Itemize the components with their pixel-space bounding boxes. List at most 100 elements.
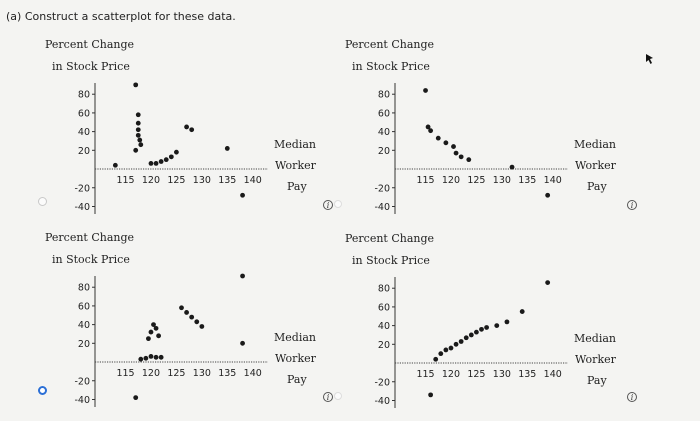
y-axis-label: in Stock Price (52, 253, 130, 266)
data-point (179, 305, 184, 311)
data-point (151, 322, 156, 328)
x-tick-label: 130 (493, 175, 511, 186)
y-tick-label: 80 (78, 283, 90, 294)
data-point (189, 314, 195, 320)
data-point (184, 124, 189, 130)
y-tick-label: 60 (378, 302, 390, 313)
data-point (443, 140, 449, 146)
data-point (135, 127, 141, 133)
x-tick-label: 135 (518, 369, 536, 380)
data-point (158, 159, 164, 164)
data-point (466, 157, 472, 163)
x-tick-label: 115 (416, 175, 434, 186)
info-ring-icon (334, 200, 342, 208)
info-icon[interactable]: i (323, 200, 333, 210)
y-axis-label: in Stock Price (52, 60, 130, 73)
data-point (451, 144, 456, 149)
radio-option-c[interactable] (38, 386, 47, 395)
data-point (240, 340, 245, 346)
y-tick-label: 60 (78, 301, 90, 312)
x-axis-label: Worker (575, 353, 617, 366)
data-point (135, 120, 141, 126)
y-tick-label: 20 (78, 339, 90, 350)
data-point (443, 347, 449, 353)
y-tick-label: 60 (378, 108, 390, 119)
data-point (519, 309, 525, 314)
data-point (433, 356, 439, 362)
x-axis-label: Worker (275, 159, 317, 172)
question-prompt: (a) Construct a scatterplot for these da… (6, 10, 236, 23)
data-point (148, 329, 154, 335)
x-tick-label: 120 (142, 368, 160, 379)
data-point (494, 323, 500, 329)
data-point (224, 146, 230, 151)
x-tick-label: 115 (116, 368, 134, 379)
x-axis-label: Worker (275, 352, 317, 365)
x-tick-label: 140 (544, 175, 562, 186)
data-point (438, 351, 444, 357)
data-point (146, 336, 151, 342)
x-tick-label: 135 (518, 175, 536, 186)
data-point (428, 392, 434, 398)
data-point (153, 325, 159, 331)
y-axis-label: Percent Change (345, 232, 434, 245)
y-tick-label: 20 (378, 340, 390, 351)
y-tick-label: 60 (78, 108, 90, 119)
data-point (423, 88, 428, 93)
x-tick-label: 115 (416, 369, 434, 380)
x-axis-label: Pay (287, 373, 307, 386)
y-tick-label: 80 (78, 90, 90, 101)
y-axis-label: Percent Change (345, 38, 434, 51)
data-point (143, 355, 149, 361)
data-point (463, 335, 469, 341)
data-point (158, 354, 164, 360)
x-tick-label: 135 (218, 368, 236, 379)
data-point (458, 339, 464, 344)
data-point (474, 329, 479, 335)
data-point (240, 192, 245, 198)
y-tick-label: -20 (374, 377, 390, 388)
data-point (504, 319, 510, 325)
y-tick-label: 20 (78, 146, 90, 157)
data-point (545, 192, 551, 198)
data-point (156, 333, 162, 339)
data-point (240, 273, 245, 279)
y-tick-label: 80 (378, 284, 390, 295)
x-tick-label: 130 (193, 368, 211, 379)
data-point (484, 325, 489, 330)
info-icon[interactable]: i (627, 392, 637, 402)
x-tick-label: 125 (467, 369, 485, 380)
info-icon[interactable]: i (627, 200, 637, 210)
data-point (428, 128, 434, 134)
x-tick-label: 125 (167, 368, 185, 379)
data-point (163, 157, 169, 163)
data-point (189, 127, 195, 133)
x-tick-label: 125 (167, 175, 185, 186)
data-point (138, 142, 144, 148)
y-tick-label: 40 (378, 127, 390, 138)
y-tick-label: -20 (74, 376, 90, 387)
data-point (184, 310, 189, 315)
data-point (135, 132, 141, 138)
y-tick-label: 20 (378, 146, 390, 157)
x-axis-label: Worker (575, 159, 617, 172)
x-tick-label: 140 (244, 175, 262, 186)
mouse-cursor-icon (646, 54, 653, 64)
x-tick-label: 140 (544, 369, 562, 380)
info-icon[interactable]: i (323, 392, 333, 402)
y-tick-label: -20 (374, 183, 390, 194)
y-tick-label: 40 (78, 320, 90, 331)
data-point (458, 154, 464, 160)
radio-option-a[interactable] (38, 197, 47, 206)
data-point (479, 326, 484, 332)
data-point (174, 149, 179, 155)
data-point (448, 345, 454, 351)
x-axis-label: Median (574, 332, 616, 345)
y-tick-label: -40 (374, 396, 390, 407)
data-point (148, 353, 154, 359)
y-tick-label: -20 (74, 183, 90, 194)
x-tick-label: 120 (442, 369, 460, 380)
x-tick-label: 115 (116, 175, 134, 186)
